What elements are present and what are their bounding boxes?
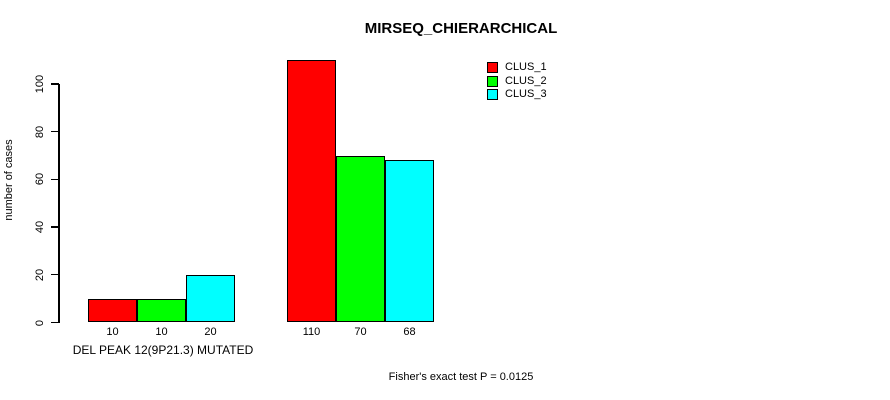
bar-value-label: 110 [302, 326, 321, 338]
bar-value-label: 68 [403, 326, 416, 338]
legend-label: CLUS_3 [505, 87, 547, 100]
legend-item-clus_3: CLUS_3 [487, 88, 547, 101]
y-tick-mark [51, 131, 59, 133]
legend: CLUS_1 CLUS_2 CLUS_3 [487, 61, 547, 101]
bar-value-label: 10 [155, 326, 168, 338]
bar-clus_2-group1 [137, 298, 186, 323]
y-tick-label: 80 [34, 125, 46, 138]
y-tick-mark [51, 321, 59, 324]
y-tick-label: 20 [34, 268, 46, 281]
y-tick-label: 40 [34, 220, 46, 234]
bar-value-label: 10 [106, 326, 119, 338]
y-tick-mark [51, 226, 59, 228]
legend-item-clus_2: CLUS_2 [487, 74, 547, 87]
y-axis-line [58, 84, 60, 323]
y-tick-mark [51, 274, 59, 276]
bar-clus_1-group1 [88, 298, 137, 323]
legend-item-clus_1: CLUS_1 [487, 61, 547, 74]
y-tick-mark [51, 178, 59, 181]
y-tick-label: 100 [34, 74, 46, 94]
x-axis-label: DEL PEAK 12(9P21.3) MUTATED [72, 343, 254, 357]
fisher-test-annotation: Fisher's exact test P = 0.0125 [388, 371, 534, 383]
bar-clus_3-group2 [385, 160, 434, 323]
y-tick-mark [51, 83, 59, 85]
bar-value-label: 20 [204, 326, 217, 338]
legend-label: CLUS_1 [505, 61, 547, 74]
legend-swatch-clus_3 [487, 88, 498, 100]
y-tick-label: 60 [34, 173, 46, 186]
legend-swatch-clus_1 [487, 62, 498, 74]
bar-clus_1-group2 [287, 60, 336, 323]
legend-label: CLUS_2 [505, 74, 547, 87]
bar-value-label: 70 [354, 326, 367, 338]
bar-clus_3-group1 [186, 274, 235, 323]
y-axis-label: number of cases [3, 139, 15, 221]
chart-title: MIRSEQ_CHIERARCHICAL [364, 20, 558, 37]
y-tick-label: 0 [34, 319, 46, 326]
legend-swatch-clus_2 [487, 75, 498, 87]
bar-clus_2-group2 [336, 155, 385, 323]
